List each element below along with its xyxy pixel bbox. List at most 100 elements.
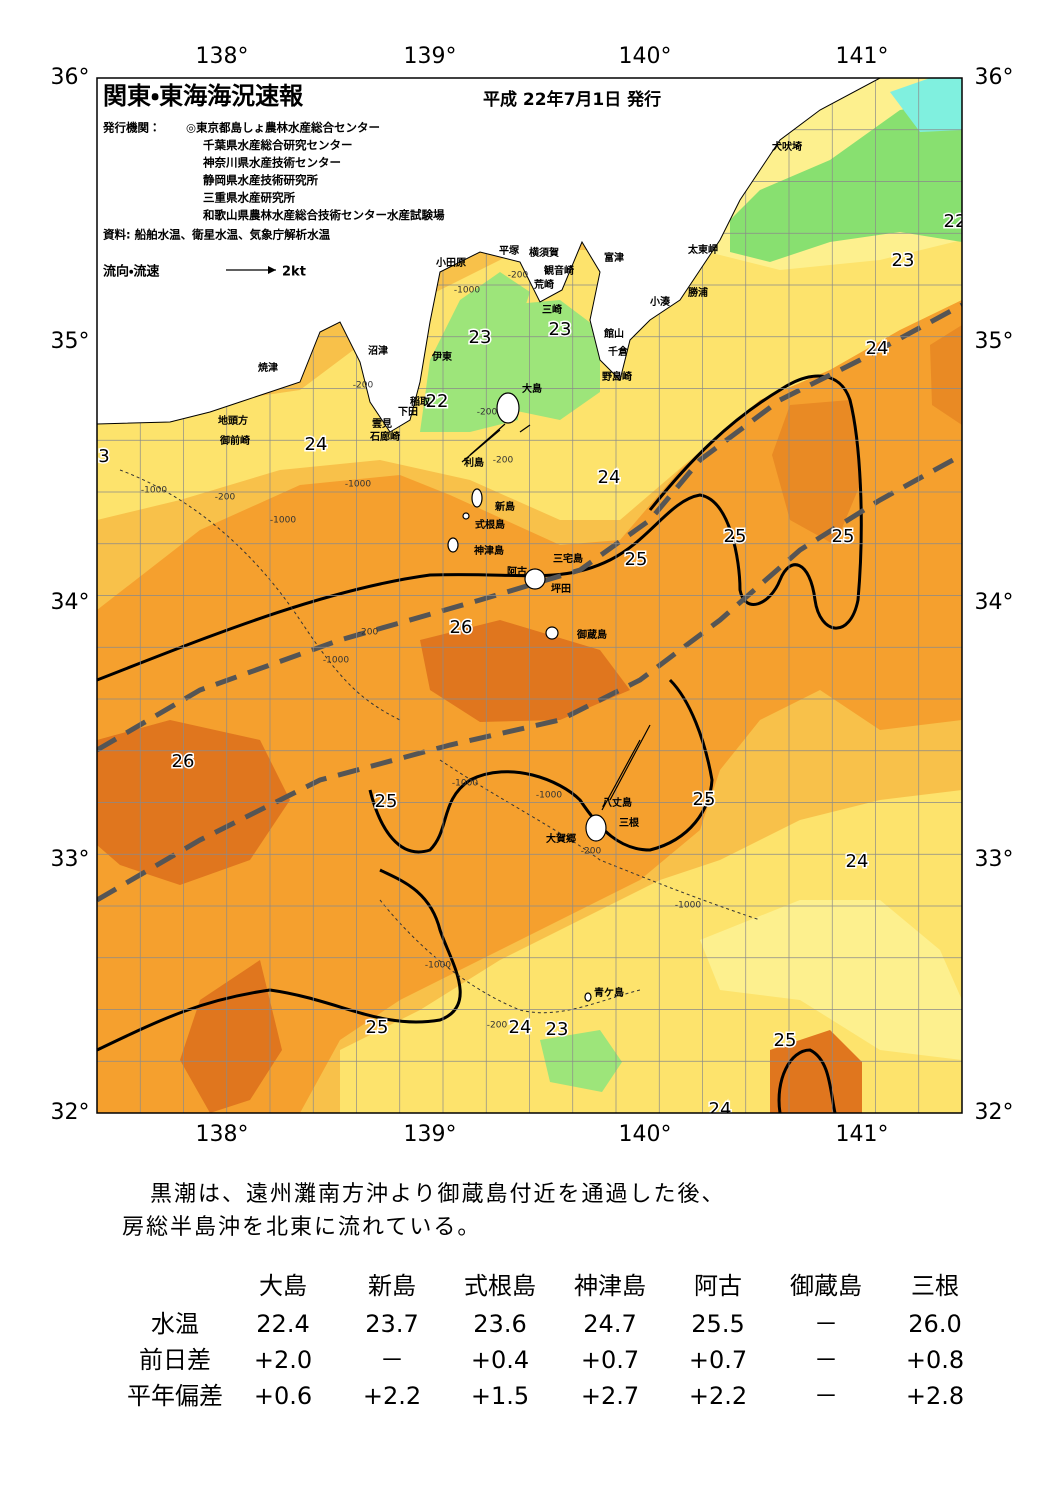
isotherm-label: 24 [598,467,621,488]
issuer: 神奈川県水産技術センター [202,156,341,170]
place-name: 新島 [494,500,515,513]
table-header: 大島 [259,1272,307,1300]
place-name: 下田 [398,406,418,418]
table-cell: － [814,1346,838,1374]
lon-label: 139° [404,44,457,69]
depth-label: -200 [493,456,514,466]
depth-label: -200 [487,1021,508,1031]
lat-label: 34° [51,590,90,615]
isotherm-label: 22 [944,211,967,232]
kuroshio-axis [97,302,962,903]
depth-label: -1000 [675,901,701,911]
flow-arrows [461,423,651,811]
depth-label: -1000 [323,656,349,666]
place-name: 雲見 [372,418,392,430]
place-name: 御前崎 [219,434,250,447]
issuer: 和歌山県農林水産総合技術センター水産試験場 [203,208,445,222]
issuer: 静岡県水産技術研究所 [203,173,318,187]
isotherm-label: 23 [469,327,492,348]
depth-label: -200 [353,381,374,391]
table-cell: 23.7 [365,1310,418,1338]
depth-label: -200 [477,408,498,418]
sst-area [700,900,962,1060]
lon-label: 140° [619,44,672,69]
legend-arrowhead [268,266,276,274]
lat-label: 33° [51,847,90,872]
table-cell: － [814,1382,838,1410]
table-cell: 23.6 [473,1310,526,1338]
depth-label: -1000 [345,480,371,490]
table-cell: 25.5 [691,1310,744,1338]
table-header: 阿古 [694,1272,742,1300]
place-name: 横須賀 [529,246,559,259]
sst-area [890,78,962,132]
isotherm-label: 3 [98,446,109,467]
place-name: 稲取 [410,395,431,408]
table-cell: +1.5 [471,1382,529,1410]
map: 23 23 22 24 24 25 25 25 24 23 22 26 26 25 25 24 25 24 23 25… [97,78,967,1120]
place-name: 式根島 [475,518,505,531]
issuer: 三重県水産研究所 [203,191,295,205]
place-name: 焼津 [258,361,278,374]
place-name: 荒崎 [533,278,554,291]
table-cell: +0.8 [906,1346,964,1374]
place-name: 三崎 [542,303,562,316]
issuer: ◎東京都島しょ農林水産総合センター [186,121,380,135]
isotherm-label: 25 [693,789,716,810]
sst-area [505,300,600,420]
lon-label: 141° [836,1122,889,1147]
depth-label: -1000 [270,516,296,526]
sst-area [420,620,630,722]
sst-area [420,272,530,432]
depth-label: -1000 [425,961,451,971]
place-name: 八丈島 [602,796,632,809]
table-cell: 22.4 [256,1310,309,1338]
source: 資料: 船舶水温、衛星水温、気象庁解析水温 [103,228,331,242]
lat-label: 35° [51,329,90,354]
grid [97,78,962,1113]
lat-label: 32° [51,1100,90,1125]
table-cell: +0.7 [689,1346,747,1374]
title: 関東・東海海況速報 [103,82,304,110]
depth-label: -1000 [141,486,167,496]
place-name: 利島 [464,456,484,469]
lon-label: 138° [196,1122,249,1147]
place-name: 野島崎 [602,370,632,383]
place-name: 三宅島 [553,552,583,565]
place-name: 小田原 [435,256,466,269]
place-name: 大賀郷 [546,832,576,845]
sst-area [930,325,962,425]
issuer-label: 発行機関： [102,121,161,135]
table-cell: 24.7 [583,1310,636,1338]
table-cell: 26.0 [908,1310,961,1338]
depth-label: -1000 [536,791,562,801]
isotherm-label: 25 [724,526,747,547]
isotherm-label: 25 [774,1030,797,1051]
place-name: 勝浦 [688,286,708,299]
depth-contour [119,469,761,1014]
description: 房総半島沖を北東に流れている。 [122,1215,481,1240]
legend-label: 流向・流速 [103,264,159,280]
place-name: 沼津 [368,344,388,357]
place-name: 観音崎 [544,264,574,277]
table-header: 三根 [911,1272,959,1300]
sst-area [180,960,282,1113]
table-cell: － [814,1310,838,1338]
place-name: 青ケ島 [594,986,624,999]
isotherm-label: 24 [709,1099,732,1120]
depth-label: -200 [358,628,379,638]
place-name: 大島 [522,382,542,395]
depth-label: -200 [508,271,529,281]
table-cell: +2.7 [581,1382,639,1410]
map-labels: 23 23 22 24 24 25 25 25 24 23 22 26 26 25 25 24 25 24 23 25… [97,140,967,1120]
place-name: 坪田 [551,582,571,595]
table-header: 新島 [368,1272,416,1300]
map-frame [96,77,963,1114]
isotherm-label: 23 [546,1019,569,1040]
lat-label: 33° [975,847,1014,872]
isotherm-label: 24 [509,1017,532,1038]
place-name: 富津 [604,251,624,264]
sst-area [730,100,962,262]
depth-label: -1000 [454,286,480,296]
